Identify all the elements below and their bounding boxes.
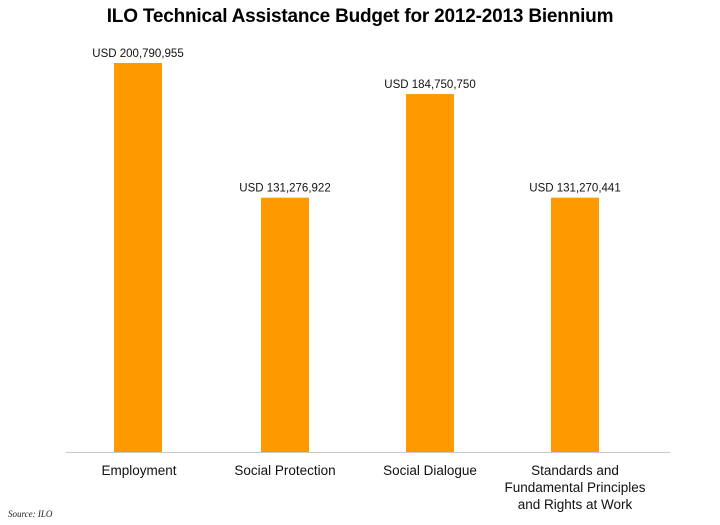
source-note: Source: ILO xyxy=(8,509,53,519)
value-label-standards: USD 131,270,441 xyxy=(529,183,620,195)
value-label-social-protection: USD 131,276,922 xyxy=(239,183,330,195)
value-label-employment: USD 200,790,955 xyxy=(92,48,183,60)
category-label-social-dialogue: Social Dialogue xyxy=(383,463,477,478)
category-label-social-protection: Social Protection xyxy=(234,463,336,478)
category-label-standards: Standards and Fundamental Principles and… xyxy=(504,463,646,512)
chart-title: ILO Technical Assistance Budget for 2012… xyxy=(106,6,614,27)
value-label-social-dialogue: USD 184,750,750 xyxy=(384,79,475,91)
bar-social-protection xyxy=(261,197,309,452)
bar-standards xyxy=(551,197,599,452)
bar-social-dialogue xyxy=(406,94,454,452)
bar-employment xyxy=(114,63,162,452)
category-label-employment: Employment xyxy=(101,463,177,478)
